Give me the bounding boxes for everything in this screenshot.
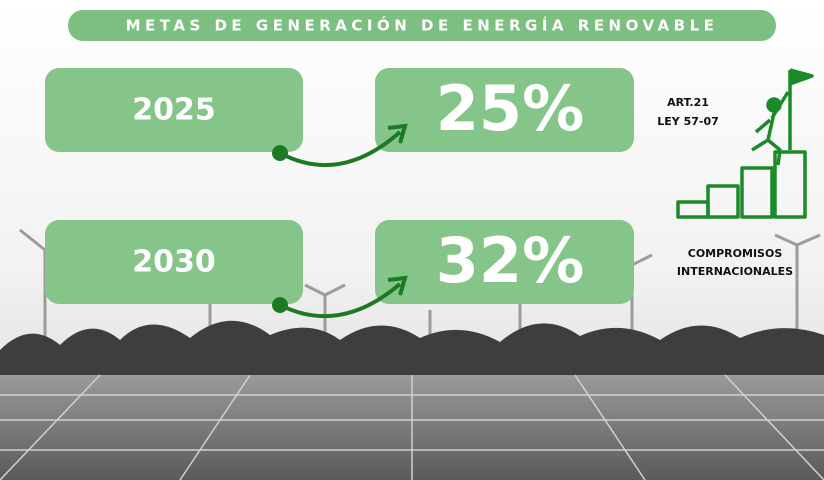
title: METAS DE GENERACIÓN DE ENERGÍA RENOVABLE [126,16,719,35]
commitments-note: INTERNACIONALES [677,265,793,278]
law-note: LEY 57-07 [657,115,719,128]
year: 2025 [132,93,216,128]
commitments-note: COMPROMISOS [688,247,783,260]
arrow-dot [272,145,288,161]
infographic: METAS DE GENERACIÓN DE ENERGÍA RENOVABLE… [0,0,824,480]
law-note: ART.21 [667,96,709,109]
target: 32% [436,224,584,297]
target: 25% [436,72,584,145]
year: 2030 [132,245,216,280]
arrow-dot [272,297,288,313]
